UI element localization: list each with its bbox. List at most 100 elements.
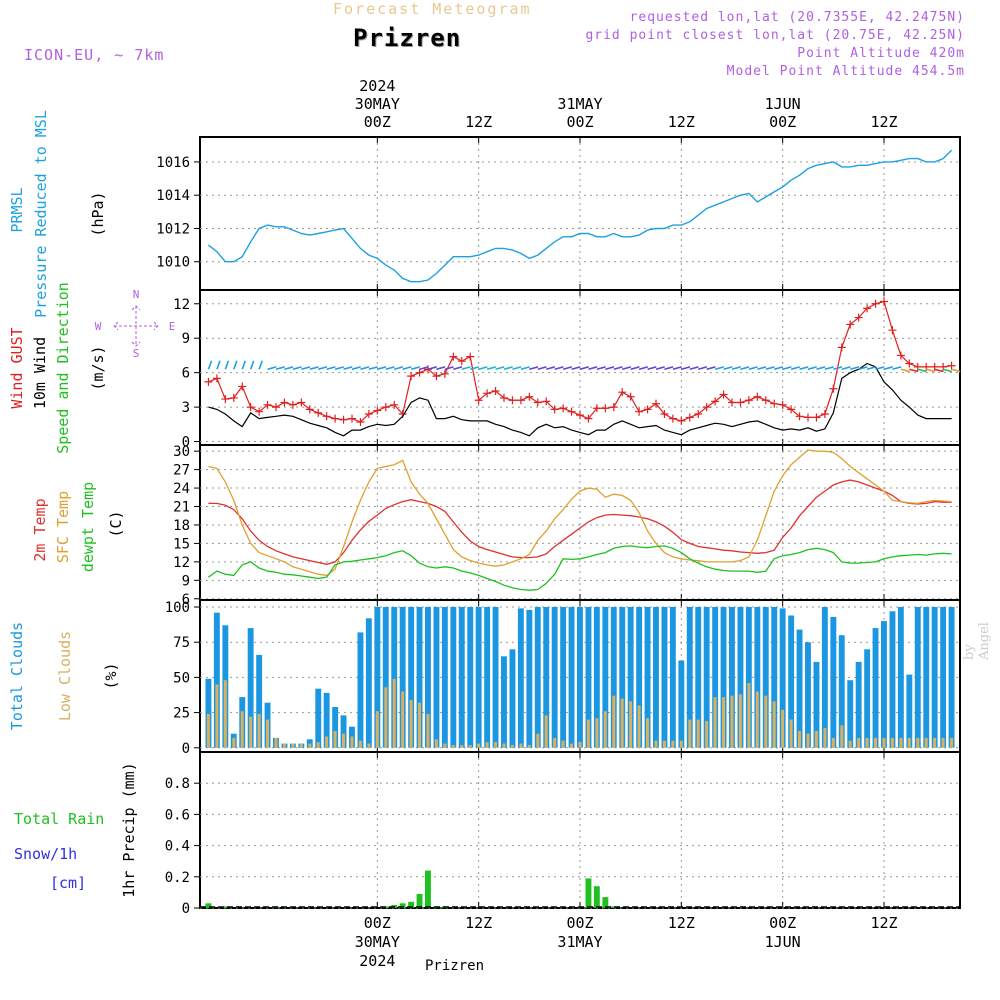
wind-gust-marker bbox=[432, 372, 441, 381]
wind-unit-label: (m/s) bbox=[89, 345, 107, 390]
wind-direction-arrow bbox=[385, 366, 395, 370]
wind-gust-marker bbox=[719, 390, 728, 399]
low-cloud-bar bbox=[857, 737, 861, 748]
wind-direction-arrow bbox=[588, 366, 598, 370]
wind-direction-arrow bbox=[723, 366, 733, 370]
low-cloud-bar bbox=[223, 680, 227, 748]
wind-direction-arrow bbox=[554, 366, 564, 370]
total-cloud-bar bbox=[560, 607, 567, 748]
wind-gust-marker bbox=[643, 405, 652, 414]
pressure-ytick-label: 1010 bbox=[156, 255, 190, 271]
wind-gust-marker bbox=[685, 413, 694, 422]
time-label-bottom: 31MAY bbox=[557, 933, 602, 951]
wind-direction-arrow bbox=[537, 366, 547, 370]
wind-direction-arrow bbox=[224, 360, 230, 370]
low-cloud-bar bbox=[215, 684, 219, 748]
temperature-panel-frame bbox=[199, 444, 961, 601]
low-cloud-bar bbox=[342, 733, 345, 748]
wind-direction-arrow bbox=[748, 366, 758, 370]
total-cloud-bar bbox=[872, 628, 879, 748]
wind-direction-arrow bbox=[782, 366, 792, 370]
low-clouds-ylabel: Low Clouds bbox=[56, 631, 74, 721]
wind-gust-marker bbox=[212, 374, 221, 383]
low-cloud-bar bbox=[325, 736, 329, 748]
low-cloud-bar bbox=[646, 718, 649, 748]
low-cloud-bar bbox=[772, 701, 776, 748]
wind-gust-marker bbox=[770, 399, 779, 408]
total-clouds-ylabel: Total Clouds bbox=[8, 622, 26, 730]
wind-gust-marker bbox=[280, 398, 289, 407]
wind-direction-arrow bbox=[495, 366, 505, 370]
wind-gust-marker bbox=[778, 400, 787, 409]
total-cloud-bar bbox=[585, 607, 592, 748]
wind-direction-ylabel: Speed and Direction bbox=[54, 282, 72, 454]
total-cloud-bar bbox=[399, 607, 406, 748]
low-cloud-bar bbox=[274, 737, 278, 748]
wind-direction-arrow bbox=[351, 366, 361, 370]
wind-direction-arrow bbox=[292, 366, 302, 370]
total-cloud-bar bbox=[703, 607, 710, 748]
wind-direction-arrow bbox=[655, 366, 665, 370]
total-cloud-bar bbox=[720, 607, 727, 748]
wind-direction-arrow bbox=[571, 366, 581, 370]
time-label-bottom: 00Z bbox=[769, 914, 796, 932]
total-cloud-bar bbox=[914, 607, 921, 748]
wind-gust-marker bbox=[466, 352, 475, 361]
low-cloud-bar bbox=[536, 733, 540, 748]
low-cloud-bar bbox=[443, 743, 447, 748]
total-cloud-bar bbox=[602, 607, 609, 748]
low-cloud-bar bbox=[299, 743, 303, 748]
time-label-bottom: 00Z bbox=[364, 914, 391, 932]
wind-gust-marker bbox=[314, 408, 323, 417]
wind-gust-marker bbox=[626, 392, 635, 401]
low-cloud-bar bbox=[747, 683, 751, 748]
wind-direction-arrow bbox=[681, 366, 691, 370]
wind-speed-line bbox=[208, 362, 952, 437]
wind-gust-marker bbox=[787, 405, 796, 414]
total-cloud-bar bbox=[306, 739, 313, 748]
wind-direction-arrow bbox=[267, 366, 277, 370]
wind-direction-arrow bbox=[824, 366, 834, 370]
precip-ytick-label: 0.8 bbox=[165, 776, 190, 792]
low-cloud-bar bbox=[722, 697, 725, 748]
low-cloud-bar bbox=[679, 740, 683, 748]
pressure-unit-label: (hPa) bbox=[89, 191, 107, 236]
wind-gust-marker bbox=[415, 368, 424, 377]
low-cloud-bar bbox=[730, 695, 734, 748]
wind-gust-marker bbox=[829, 384, 838, 393]
total-cloud-bar bbox=[551, 607, 558, 748]
precip-bar bbox=[222, 906, 229, 908]
wind-gust-marker bbox=[533, 398, 542, 407]
wind-direction-arrow bbox=[875, 366, 885, 370]
total-cloud-bar bbox=[940, 607, 947, 748]
total-cloud-bar bbox=[636, 607, 643, 748]
total-cloud-bar bbox=[509, 649, 516, 748]
low-cloud-bar bbox=[823, 728, 827, 748]
wind-direction-arrow bbox=[309, 366, 319, 370]
total-cloud-bar bbox=[729, 607, 735, 748]
dewpt-line bbox=[208, 545, 952, 591]
footer-location: Prizren bbox=[425, 958, 485, 974]
clouds-ytick-label: 50 bbox=[173, 670, 190, 686]
low-cloud-bar bbox=[206, 714, 210, 748]
wind-gust-marker bbox=[288, 400, 297, 409]
time-label-top: 1JUN bbox=[765, 95, 801, 113]
total-cloud-bar bbox=[247, 628, 254, 748]
precip-bar bbox=[602, 897, 609, 908]
wind-direction-arrow bbox=[613, 366, 623, 370]
total-cloud-bar bbox=[771, 607, 778, 748]
total-cloud-bar bbox=[855, 661, 862, 748]
precip-bar bbox=[610, 906, 617, 908]
total-cloud-bar bbox=[678, 660, 685, 748]
wind-direction-arrow bbox=[546, 366, 556, 370]
low-cloud-bar bbox=[671, 740, 675, 748]
wind-gust-marker bbox=[272, 403, 280, 412]
low-cloud-bar bbox=[629, 701, 633, 748]
wind-gust-marker bbox=[297, 398, 306, 407]
wind-gust-marker bbox=[457, 357, 466, 366]
compass-rose-icon bbox=[113, 305, 159, 347]
temperature-ytick-label: 9 bbox=[182, 573, 190, 589]
low-cloud-bar bbox=[375, 711, 379, 748]
wind-direction-arrow bbox=[850, 366, 860, 370]
